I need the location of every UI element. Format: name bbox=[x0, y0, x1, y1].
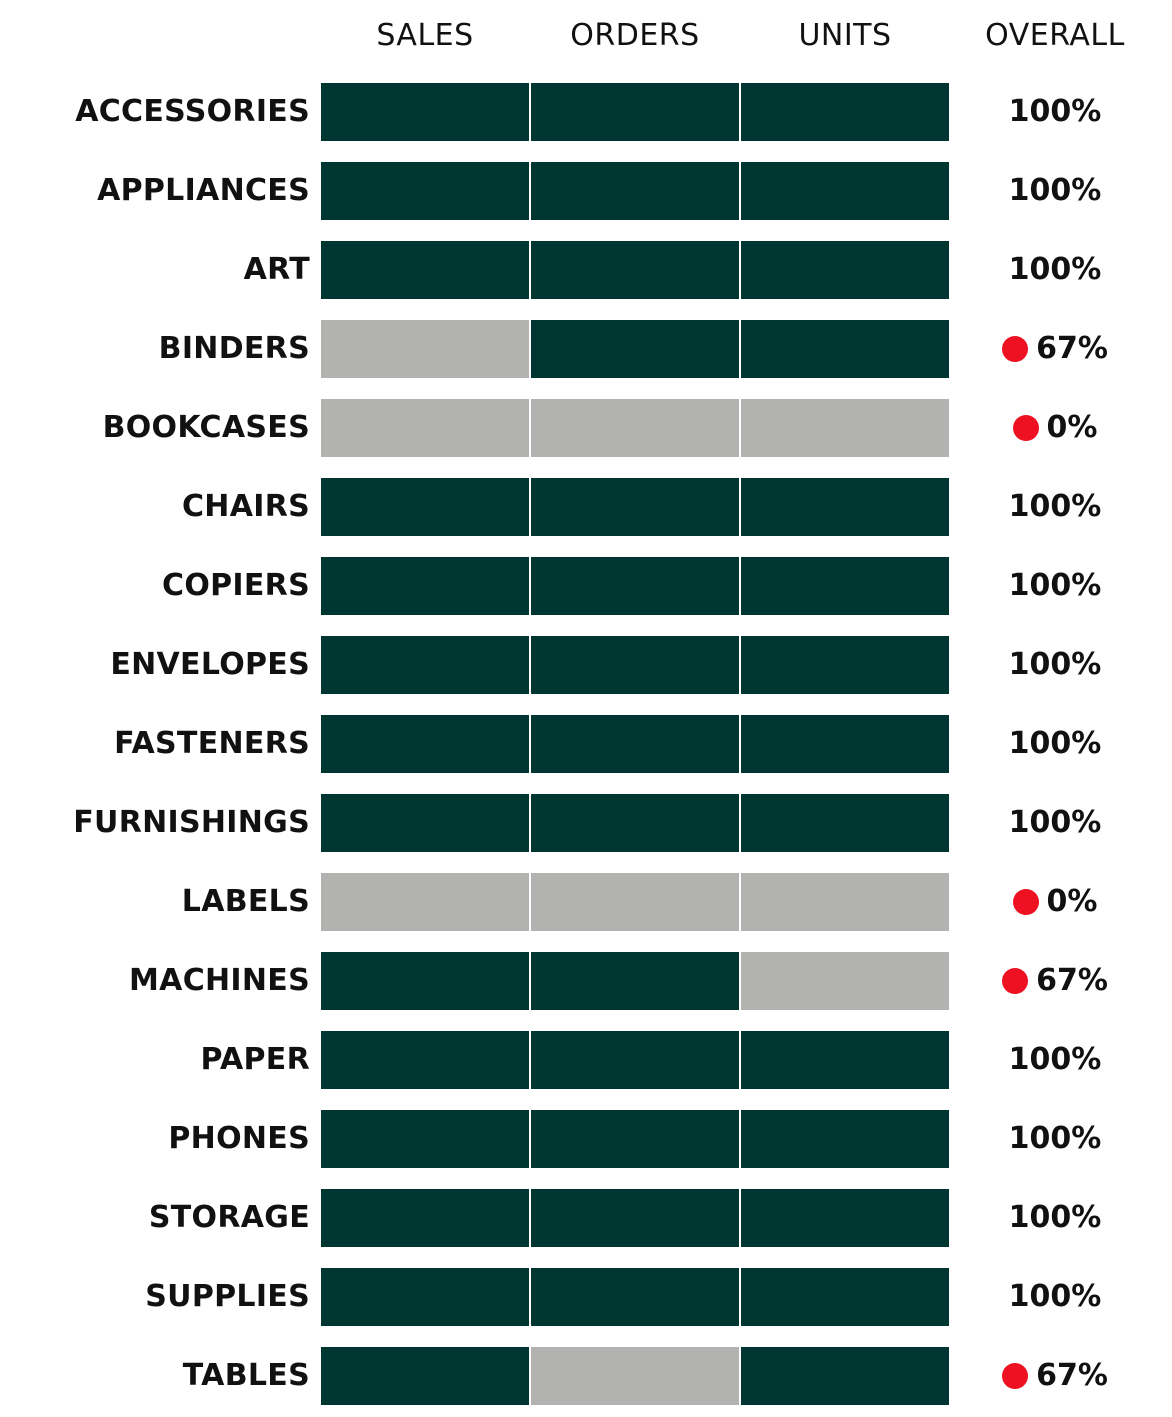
column-header-orders: ORDERS bbox=[570, 18, 700, 53]
overall-value-phones: 100% bbox=[1008, 1121, 1102, 1156]
cell-fasteners-units bbox=[741, 715, 949, 773]
overall-value-fasteners: 100% bbox=[1008, 726, 1102, 761]
overall-value-tables: 67% bbox=[1036, 1358, 1108, 1393]
cell-chairs-units bbox=[741, 478, 949, 536]
cell-furnishings-sales bbox=[321, 794, 529, 852]
row-label-fasteners: FASTENERS bbox=[114, 726, 310, 761]
overall-value-envelopes: 100% bbox=[1008, 647, 1102, 682]
cell-phones-orders bbox=[531, 1110, 739, 1168]
cell-paper-orders bbox=[531, 1031, 739, 1089]
cell-tables-sales bbox=[321, 1347, 529, 1405]
column-header-overall: OVERALL bbox=[985, 18, 1125, 53]
cell-bookcases-units bbox=[741, 399, 949, 457]
row-label-storage: STORAGE bbox=[148, 1200, 310, 1235]
row-label-appliances: APPLIANCES bbox=[97, 173, 310, 208]
cell-chairs-sales bbox=[321, 478, 529, 536]
row-label-chairs: CHAIRS bbox=[181, 489, 310, 524]
cell-envelopes-sales bbox=[321, 636, 529, 694]
flag-dot-tables bbox=[1002, 1363, 1029, 1389]
overall-value-paper: 100% bbox=[1008, 1042, 1102, 1077]
cell-tables-orders bbox=[531, 1347, 739, 1405]
overall-value-storage: 100% bbox=[1008, 1200, 1102, 1235]
overall-value-supplies: 100% bbox=[1008, 1279, 1102, 1314]
cell-furnishings-units bbox=[741, 794, 949, 852]
overall-value-bookcases: 0% bbox=[1046, 410, 1098, 445]
cell-appliances-sales bbox=[321, 162, 529, 220]
cell-art-orders bbox=[531, 241, 739, 299]
cell-tables-units bbox=[741, 1347, 949, 1405]
cell-appliances-units bbox=[741, 162, 949, 220]
cell-machines-orders bbox=[531, 952, 739, 1010]
row-label-machines: MACHINES bbox=[129, 963, 310, 998]
cell-accessories-units bbox=[741, 83, 949, 141]
overall-value-furnishings: 100% bbox=[1008, 805, 1102, 840]
cell-bookcases-orders bbox=[531, 399, 739, 457]
cell-machines-units bbox=[741, 952, 949, 1010]
cell-labels-units bbox=[741, 873, 949, 931]
cell-binders-sales bbox=[321, 320, 529, 378]
cell-phones-units bbox=[741, 1110, 949, 1168]
cell-envelopes-units bbox=[741, 636, 949, 694]
row-label-paper: PAPER bbox=[200, 1042, 310, 1077]
cell-storage-units bbox=[741, 1189, 949, 1247]
cell-storage-orders bbox=[531, 1189, 739, 1247]
row-label-art: ART bbox=[243, 252, 310, 287]
flag-dot-labels bbox=[1012, 889, 1039, 915]
overall-value-chairs: 100% bbox=[1008, 489, 1102, 524]
column-header-sales: SALES bbox=[376, 18, 474, 53]
overall-value-labels: 0% bbox=[1046, 884, 1098, 919]
cell-chairs-orders bbox=[531, 478, 739, 536]
cell-accessories-sales bbox=[321, 83, 529, 141]
overall-value-appliances: 100% bbox=[1008, 173, 1102, 208]
row-label-phones: PHONES bbox=[168, 1121, 310, 1156]
cell-fasteners-sales bbox=[321, 715, 529, 773]
cell-art-units bbox=[741, 241, 949, 299]
cell-fasteners-orders bbox=[531, 715, 739, 773]
row-label-binders: BINDERS bbox=[158, 331, 310, 366]
cell-labels-orders bbox=[531, 873, 739, 931]
column-header-units: UNITS bbox=[798, 18, 892, 53]
cell-copiers-sales bbox=[321, 557, 529, 615]
cell-binders-units bbox=[741, 320, 949, 378]
row-label-accessories: ACCESSORIES bbox=[75, 94, 310, 129]
cell-binders-orders bbox=[531, 320, 739, 378]
row-label-envelopes: ENVELOPES bbox=[110, 647, 310, 682]
flag-dot-binders bbox=[1002, 336, 1029, 362]
row-label-furnishings: FURNISHINGS bbox=[73, 805, 310, 840]
overall-value-accessories: 100% bbox=[1008, 94, 1102, 129]
cell-paper-units bbox=[741, 1031, 949, 1089]
cell-appliances-orders bbox=[531, 162, 739, 220]
overall-value-binders: 67% bbox=[1036, 331, 1108, 366]
cell-accessories-orders bbox=[531, 83, 739, 141]
cell-copiers-units bbox=[741, 557, 949, 615]
cell-paper-sales bbox=[321, 1031, 529, 1089]
row-label-bookcases: BOOKCASES bbox=[102, 410, 310, 445]
cell-furnishings-orders bbox=[531, 794, 739, 852]
cell-copiers-orders bbox=[531, 557, 739, 615]
cell-supplies-orders bbox=[531, 1268, 739, 1326]
cell-phones-sales bbox=[321, 1110, 529, 1168]
cell-envelopes-orders bbox=[531, 636, 739, 694]
row-label-supplies: SUPPLIES bbox=[145, 1279, 310, 1314]
row-label-copiers: COPIERS bbox=[162, 568, 310, 603]
row-label-tables: TABLES bbox=[182, 1358, 310, 1393]
overall-value-copiers: 100% bbox=[1008, 568, 1102, 603]
cell-machines-sales bbox=[321, 952, 529, 1010]
overall-value-machines: 67% bbox=[1036, 963, 1108, 998]
cell-labels-sales bbox=[321, 873, 529, 931]
cell-supplies-sales bbox=[321, 1268, 529, 1326]
cell-art-sales bbox=[321, 241, 529, 299]
cell-supplies-units bbox=[741, 1268, 949, 1326]
cell-storage-sales bbox=[321, 1189, 529, 1247]
overall-value-art: 100% bbox=[1008, 252, 1102, 287]
row-label-labels: LABELS bbox=[181, 884, 310, 919]
cell-bookcases-sales bbox=[321, 399, 529, 457]
flag-dot-machines bbox=[1002, 968, 1029, 994]
flag-dot-bookcases bbox=[1012, 415, 1039, 441]
